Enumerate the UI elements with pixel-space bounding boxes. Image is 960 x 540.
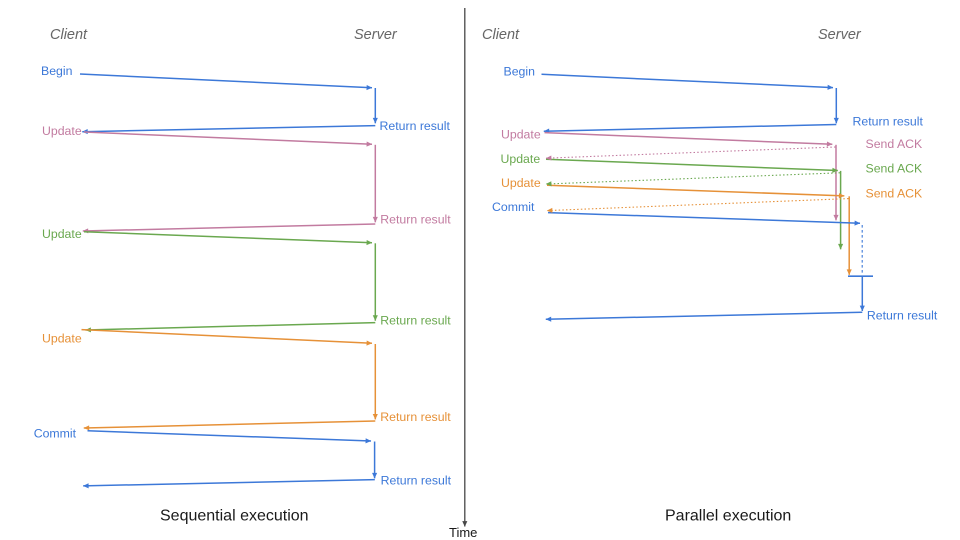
svg-text:Begin: Begin bbox=[41, 64, 73, 78]
svg-text:Update: Update bbox=[42, 124, 82, 138]
svg-text:Return result: Return result bbox=[867, 309, 938, 323]
svg-text:Client: Client bbox=[482, 27, 520, 43]
svg-text:Parallel execution: Parallel execution bbox=[665, 507, 791, 524]
svg-text:Sequential execution: Sequential execution bbox=[160, 507, 309, 524]
svg-text:Time: Time bbox=[449, 525, 477, 540]
svg-text:Begin: Begin bbox=[504, 64, 536, 78]
svg-text:Update: Update bbox=[501, 176, 541, 190]
svg-text:Update: Update bbox=[42, 332, 82, 346]
svg-text:Update: Update bbox=[501, 152, 541, 166]
svg-text:Client: Client bbox=[50, 27, 88, 43]
svg-text:Return result: Return result bbox=[381, 474, 452, 488]
svg-text:Send ACK: Send ACK bbox=[866, 186, 924, 200]
svg-text:Server: Server bbox=[818, 27, 862, 43]
svg-text:Send ACK: Send ACK bbox=[866, 162, 924, 176]
svg-text:Commit: Commit bbox=[34, 427, 77, 441]
svg-text:Send ACK: Send ACK bbox=[866, 137, 924, 151]
svg-text:Commit: Commit bbox=[492, 200, 535, 214]
svg-text:Update: Update bbox=[501, 128, 541, 142]
svg-text:Return result: Return result bbox=[380, 213, 451, 227]
svg-text:Return result: Return result bbox=[380, 119, 451, 133]
svg-text:Return result: Return result bbox=[853, 114, 924, 128]
svg-text:Return result: Return result bbox=[380, 313, 451, 327]
svg-text:Server: Server bbox=[354, 27, 398, 43]
svg-text:Update: Update bbox=[42, 227, 82, 241]
svg-text:Return result: Return result bbox=[380, 410, 451, 424]
